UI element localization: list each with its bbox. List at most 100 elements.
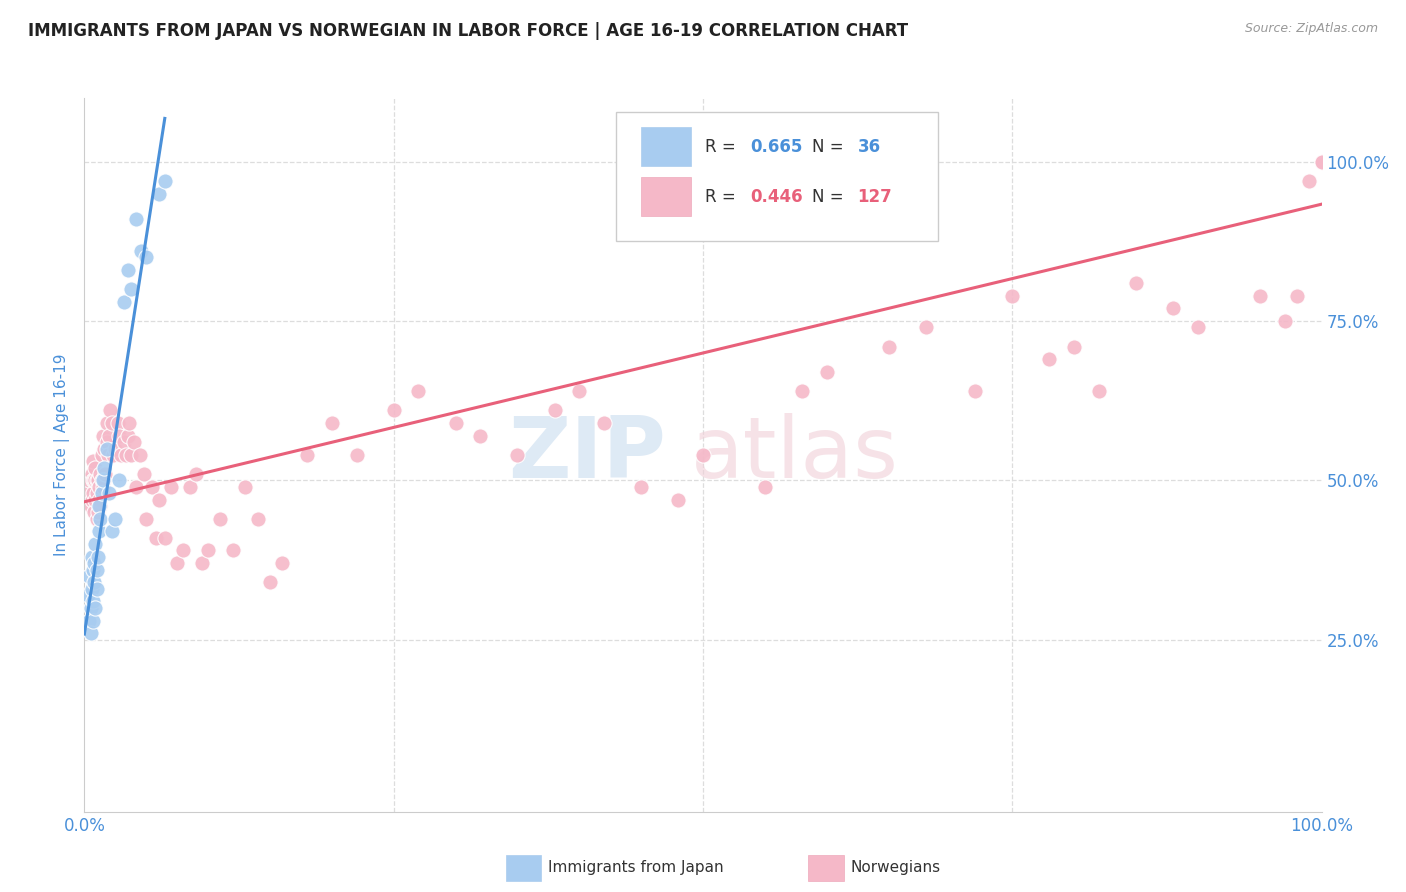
- Point: [1063, 340, 1085, 354]
- Point: [754, 480, 776, 494]
- Point: [1310, 154, 1333, 169]
- Point: [89, 499, 111, 513]
- Point: [96, 442, 118, 456]
- Point: [117, 429, 139, 443]
- Point: [91, 480, 114, 494]
- Text: Immigrants from Japan: Immigrants from Japan: [548, 861, 724, 875]
- Point: [79, 474, 101, 488]
- Point: [184, 467, 207, 481]
- Point: [209, 511, 232, 525]
- Point: [82, 594, 104, 608]
- Text: Source: ZipAtlas.com: Source: ZipAtlas.com: [1244, 22, 1378, 36]
- Point: [222, 543, 245, 558]
- Point: [80, 467, 103, 481]
- Point: [1187, 320, 1209, 334]
- Point: [666, 492, 689, 507]
- Bar: [641, 177, 690, 216]
- Point: [79, 614, 101, 628]
- Point: [89, 524, 111, 539]
- Text: R =: R =: [706, 137, 741, 155]
- Point: [86, 474, 108, 488]
- Text: N =: N =: [811, 187, 849, 205]
- Point: [82, 474, 104, 488]
- Point: [79, 600, 101, 615]
- Point: [1310, 154, 1333, 169]
- Point: [568, 384, 591, 399]
- Point: [1310, 154, 1333, 169]
- Point: [1310, 154, 1333, 169]
- Point: [100, 416, 122, 430]
- Point: [1125, 276, 1147, 290]
- Point: [91, 429, 114, 443]
- Bar: [641, 127, 690, 166]
- Point: [89, 499, 111, 513]
- Point: [408, 384, 430, 399]
- Point: [1310, 154, 1333, 169]
- Point: [346, 448, 368, 462]
- Point: [87, 474, 110, 488]
- Point: [93, 474, 115, 488]
- Point: [93, 442, 115, 456]
- Point: [1310, 154, 1333, 169]
- Point: [1038, 352, 1060, 367]
- Point: [84, 492, 107, 507]
- Point: [1310, 154, 1333, 169]
- Point: [87, 505, 110, 519]
- Point: [77, 588, 100, 602]
- Point: [1310, 154, 1333, 169]
- Point: [233, 480, 256, 494]
- Text: N =: N =: [811, 137, 849, 155]
- Point: [125, 212, 148, 227]
- Point: [104, 511, 127, 525]
- Point: [86, 486, 108, 500]
- Point: [82, 563, 104, 577]
- Text: 0.446: 0.446: [749, 187, 803, 205]
- FancyBboxPatch shape: [616, 112, 938, 241]
- Point: [94, 467, 117, 481]
- Point: [141, 480, 163, 494]
- Point: [191, 556, 214, 570]
- Point: [593, 416, 616, 430]
- Point: [120, 282, 142, 296]
- Point: [118, 416, 141, 430]
- Point: [93, 460, 115, 475]
- Point: [1285, 288, 1308, 302]
- Point: [965, 384, 987, 399]
- Point: [444, 416, 467, 430]
- Point: [815, 365, 838, 379]
- Text: IMMIGRANTS FROM JAPAN VS NORWEGIAN IN LABOR FORCE | AGE 16-19 CORRELATION CHART: IMMIGRANTS FROM JAPAN VS NORWEGIAN IN LA…: [28, 22, 908, 40]
- Point: [86, 511, 108, 525]
- Point: [90, 486, 112, 500]
- Point: [506, 448, 529, 462]
- Point: [82, 614, 104, 628]
- Point: [122, 435, 145, 450]
- Point: [98, 486, 121, 500]
- Point: [1310, 154, 1333, 169]
- Point: [82, 454, 104, 468]
- Point: [104, 442, 127, 456]
- Point: [148, 492, 170, 507]
- Point: [90, 448, 112, 462]
- Point: [83, 556, 105, 570]
- Point: [79, 569, 101, 583]
- Point: [84, 537, 107, 551]
- Text: Norwegians: Norwegians: [851, 861, 941, 875]
- Point: [91, 474, 114, 488]
- Point: [1310, 154, 1333, 169]
- Text: ZIP: ZIP: [508, 413, 666, 497]
- Point: [148, 186, 170, 201]
- Point: [1310, 154, 1333, 169]
- Point: [1298, 174, 1320, 188]
- Point: [1310, 154, 1333, 169]
- Point: [153, 531, 176, 545]
- Point: [96, 435, 118, 450]
- Point: [83, 505, 105, 519]
- Point: [135, 251, 157, 265]
- Point: [630, 480, 652, 494]
- Point: [98, 403, 121, 417]
- Point: [84, 474, 107, 488]
- Point: [125, 480, 148, 494]
- Point: [1088, 384, 1111, 399]
- Point: [246, 511, 269, 525]
- Point: [98, 429, 121, 443]
